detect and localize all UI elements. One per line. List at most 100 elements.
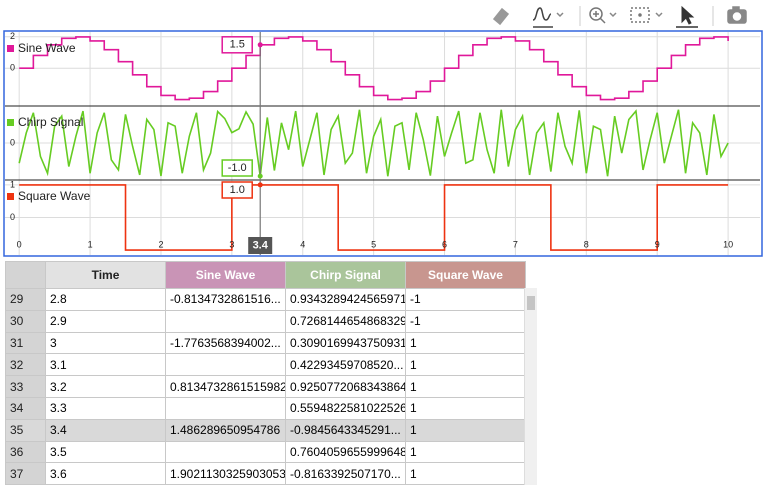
x-tick-label: 4 <box>300 239 305 249</box>
hover-label-box <box>221 181 253 199</box>
box-select-button[interactable] <box>630 7 663 23</box>
series-group <box>19 36 729 101</box>
table-cell[interactable]: -0.8163392507170... <box>285 462 406 485</box>
table-cell[interactable]: 0.42293459708520... <box>285 353 406 377</box>
row-index[interactable]: 33 <box>5 375 46 398</box>
row-index[interactable]: 35 <box>5 418 46 442</box>
y-tick-label: 2 <box>10 31 15 41</box>
table-cell[interactable]: 0.7604059655999648 <box>285 440 406 464</box>
x-tick-label: 6 <box>442 239 447 249</box>
table-cell[interactable]: 0.3090169943750931 <box>285 331 406 355</box>
table-row[interactable]: 37 3.6 1.9021130325903053 -0.8163392507170.… <box>5 462 526 485</box>
series-line <box>19 36 729 101</box>
hover-label: 1.5 <box>230 39 245 51</box>
table-cell[interactable]: 1 <box>405 462 526 485</box>
hover-point <box>257 173 263 179</box>
table-cell[interactable]: 3 <box>45 331 166 355</box>
header-row: Time Sine Wave Chirp Signal Square Wave <box>5 261 526 289</box>
table-cell[interactable]: 0.8134732861515982 <box>165 375 286 398</box>
draw-line-button[interactable] <box>532 7 564 28</box>
pointer-button[interactable] <box>676 5 698 28</box>
scroll-thumb[interactable] <box>527 296 535 310</box>
legend-label: Chirp Signal <box>18 115 83 129</box>
scrollbar[interactable] <box>524 288 537 485</box>
table-cell[interactable]: 1 <box>405 353 526 377</box>
row-index[interactable]: 31 <box>5 331 46 355</box>
row-index[interactable]: 37 <box>5 462 46 485</box>
hover-label: -1.0 <box>228 162 247 174</box>
table-cell[interactable]: 2.8 <box>45 288 166 311</box>
table-row[interactable]: 35 3.4 1.486289650954786 -0.9845643345291..… <box>5 418 526 442</box>
table-cell[interactable]: 3.5 <box>45 440 166 464</box>
x-tick-label: 3 <box>229 239 234 249</box>
table-cell[interactable]: 1 <box>405 331 526 355</box>
table-cell[interactable]: 1 <box>405 375 526 398</box>
data-table-container: Time Sine Wave Chirp Signal Square Wave … <box>5 261 539 485</box>
table-cell[interactable]: -1.7763568394002... <box>165 331 286 355</box>
table-cell[interactable]: 0.5594822581022526 <box>285 396 406 420</box>
camera-button[interactable] <box>727 6 747 24</box>
legend-swatch <box>7 119 14 126</box>
table-cell[interactable]: 0.9250772068343864 <box>285 375 406 398</box>
table-cell[interactable]: 3.1 <box>45 353 166 377</box>
row-index[interactable]: 30 <box>5 309 46 333</box>
table-cell[interactable] <box>165 309 286 333</box>
row-index[interactable]: 36 <box>5 440 46 464</box>
table-row[interactable]: 34 3.3 0.5594822581022526 1 <box>5 396 526 420</box>
table-cell[interactable]: 3.4 <box>45 418 166 442</box>
series-line <box>18 109 729 177</box>
table-cell[interactable] <box>165 396 286 420</box>
table-row[interactable]: 29 2.8 -0.8134732861516... 0.93432894245659… <box>5 288 526 311</box>
table-cell[interactable]: 0.9343289424565971 <box>285 288 406 311</box>
table-cell[interactable]: 1 <box>405 396 526 420</box>
eraser-button[interactable] <box>492 7 510 26</box>
table-row[interactable]: 30 2.9 0.7268144654868329 -1 <box>5 309 526 333</box>
table-row[interactable]: 32 3.1 0.42293459708520... 1 <box>5 353 526 377</box>
table-row[interactable]: 31 3 -1.7763568394002... 0.3090169943750931… <box>5 331 526 355</box>
row-index[interactable]: 29 <box>5 288 46 311</box>
legend-label: Square Wave <box>18 189 91 203</box>
pane-background <box>5 32 760 106</box>
table-cell[interactable]: -0.9845643345291... <box>285 418 406 442</box>
table-row[interactable]: 33 3.2 0.8134732861515982 0.925077206834386… <box>5 375 526 398</box>
y-tick-label: 0 <box>10 137 15 147</box>
column-header[interactable]: Time <box>45 261 166 289</box>
series-group <box>18 109 729 177</box>
hover-x-box <box>248 237 273 254</box>
table-cell[interactable]: 3.6 <box>45 462 166 485</box>
table-cell[interactable]: 2.9 <box>45 309 166 333</box>
table-cell[interactable]: -0.8134732861516... <box>165 288 286 311</box>
zoom-button[interactable] <box>589 7 617 24</box>
table-cell[interactable]: 1 <box>405 418 526 442</box>
table-cell[interactable]: 3.2 <box>45 375 166 398</box>
x-tick-label: 7 <box>513 239 518 249</box>
table-cell[interactable]: 1.9021130325903053 <box>165 462 286 485</box>
table-cell[interactable]: 3.3 <box>45 396 166 420</box>
x-tick-label: 5 <box>371 239 376 249</box>
toolbar <box>492 5 747 28</box>
table-cell[interactable] <box>165 440 286 464</box>
series-group <box>19 184 729 251</box>
table-cell[interactable]: 1 <box>405 440 526 464</box>
row-index[interactable]: 34 <box>5 396 46 420</box>
y-tick-label: 0 <box>10 212 15 222</box>
x-tick-label: 8 <box>584 239 589 249</box>
table-cell[interactable]: -1 <box>405 309 526 333</box>
table-cell[interactable]: 1.486289650954786 <box>165 418 286 442</box>
legend-label: Sine Wave <box>18 41 76 55</box>
table-row[interactable]: 36 3.5 0.7604059655999648 1 <box>5 440 526 464</box>
hover-x-label: 3.4 <box>253 239 269 251</box>
hover-label-box <box>221 159 253 177</box>
column-header[interactable]: Chirp Signal <box>285 261 406 289</box>
legend-swatch <box>7 45 14 52</box>
table-cell[interactable]: -1 <box>405 288 526 311</box>
x-tick-label: 0 <box>17 239 22 249</box>
table-cell[interactable] <box>165 353 286 377</box>
row-index[interactable]: 32 <box>5 353 46 377</box>
column-header[interactable]: Sine Wave <box>165 261 286 289</box>
column-header[interactable]: Square Wave <box>405 261 526 289</box>
x-tick-label: 9 <box>655 239 660 249</box>
table-cell[interactable]: 0.7268144654868329 <box>285 309 406 333</box>
